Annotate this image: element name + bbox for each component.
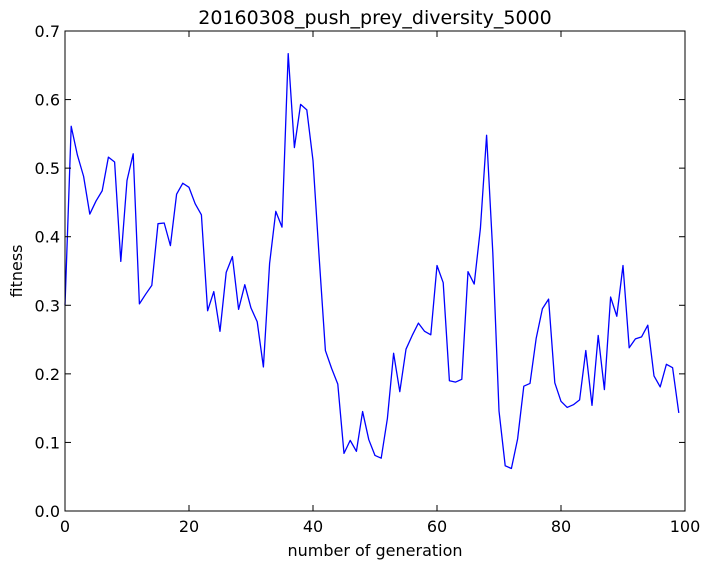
plot-area	[64, 52, 680, 470]
x-axis-label: number of generation	[287, 541, 462, 560]
x-tick-label: 0	[60, 517, 70, 536]
x-tick-label: 80	[551, 517, 571, 536]
x-tick-label: 20	[179, 517, 199, 536]
y-tick-label: 0.6	[35, 91, 60, 110]
plot-frame	[64, 30, 686, 512]
chart-title: 20160308_push_prey_diversity_5000	[198, 7, 551, 29]
x-tick-label: 100	[670, 517, 701, 536]
axes-ticks: 0 20 40 60 80 100 0.0 0.1 0.2 0.3 0.4 0.5 0.6 0.7	[35, 22, 701, 536]
y-axis-label: fitness	[7, 244, 26, 297]
y-tick-label: 0.0	[35, 502, 60, 521]
x-tick-label: 40	[303, 517, 323, 536]
y-tick-label: 0.1	[35, 433, 60, 452]
y-tick-label: 0.3	[35, 296, 60, 315]
y-tick-label: 0.2	[35, 365, 60, 384]
y-tick-label: 0.7	[35, 22, 60, 41]
series-line-0	[64, 52, 680, 470]
x-tick-label: 60	[427, 517, 447, 536]
y-tick-label: 0.5	[35, 159, 60, 178]
y-tick-label: 0.4	[35, 228, 60, 247]
